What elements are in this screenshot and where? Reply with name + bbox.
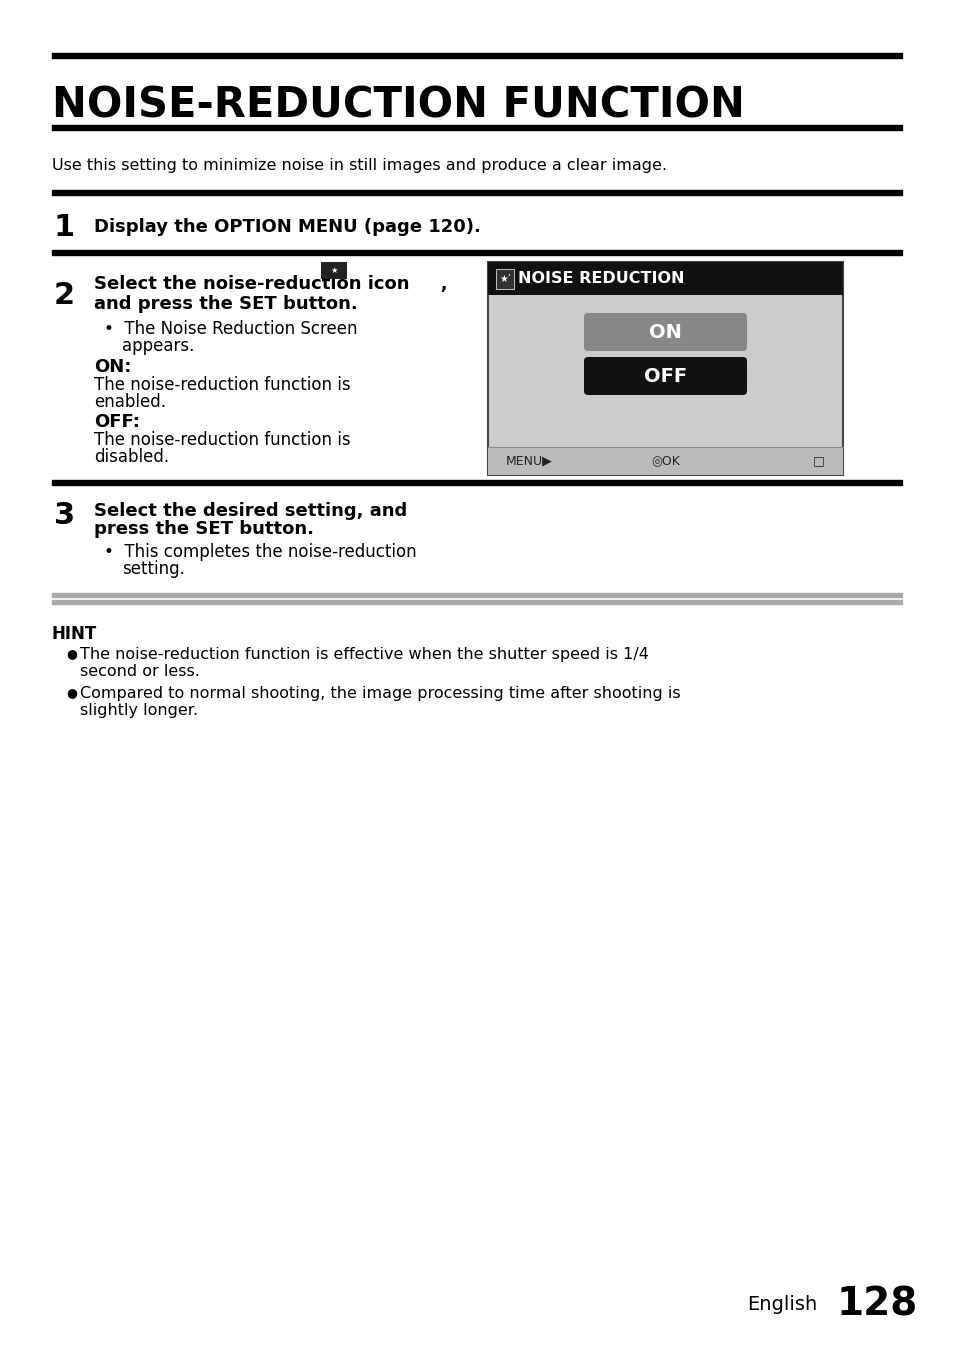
Bar [52,480,901,486]
Text: ON:: ON: [94,358,132,377]
Bar [52,125,901,130]
Text: 128: 128 [836,1286,918,1323]
Text: Use this setting to minimize noise in still images and produce a clear image.: Use this setting to minimize noise in st… [52,157,666,174]
Text: •  The Noise Reduction Screen: • The Noise Reduction Screen [104,320,357,338]
Text: slightly longer.: slightly longer. [80,703,198,718]
Text: ON: ON [648,323,681,342]
Bar [52,190,901,195]
Bar [488,447,842,475]
Text: OFF: OFF [643,366,686,386]
Text: and press the SET button.: and press the SET button. [94,295,357,313]
Text: ◎OK: ◎OK [650,455,679,468]
Bar [52,250,901,256]
Text: 3: 3 [54,500,75,530]
Text: ★ NOISE REDUCTION: ★ NOISE REDUCTION [497,270,684,286]
Text: Display the OPTION MENU (page 120).: Display the OPTION MENU (page 120). [94,218,480,235]
Bar [52,600,901,604]
Text: The noise-reduction function is: The noise-reduction function is [94,430,351,449]
Text: ★’: ★’ [498,273,511,284]
Text: •  This completes the noise-reduction: • This completes the noise-reduction [104,543,416,561]
Text: ★: ★ [330,266,337,274]
FancyBboxPatch shape [583,356,746,395]
Text: disabled.: disabled. [94,448,169,465]
Bar [52,52,901,58]
Text: 2: 2 [54,281,75,309]
Bar [320,262,347,278]
Text: setting.: setting. [122,560,185,578]
Text: The noise-reduction function is effective when the shutter speed is 1/4: The noise-reduction function is effectiv… [80,647,648,662]
Text: enabled.: enabled. [94,393,166,412]
Text: ●: ● [66,647,77,660]
Text: NOISE-REDUCTION FUNCTION: NOISE-REDUCTION FUNCTION [52,83,744,126]
Text: Select the desired setting, and: Select the desired setting, and [94,502,407,521]
Bar [488,262,842,295]
Text: OFF:: OFF: [94,413,140,430]
Bar [52,593,901,597]
Text: HINT: HINT [52,625,97,643]
Bar [496,269,514,289]
Text: ●: ● [66,686,77,699]
Text: Compared to normal shooting, the image processing time after shooting is: Compared to normal shooting, the image p… [80,686,679,701]
Bar [488,262,842,475]
Text: press the SET button.: press the SET button. [94,521,314,538]
Text: MENU▶: MENU▶ [505,455,552,468]
FancyBboxPatch shape [583,313,746,351]
Text: second or less.: second or less. [80,664,200,679]
Text: The noise-reduction function is: The noise-reduction function is [94,377,351,394]
Text: □: □ [812,455,824,468]
Text: 1: 1 [54,213,75,242]
Text: appears.: appears. [122,338,194,355]
Text: English: English [746,1295,817,1314]
Text: Select the noise-reduction icon     ,: Select the noise-reduction icon , [94,274,447,293]
